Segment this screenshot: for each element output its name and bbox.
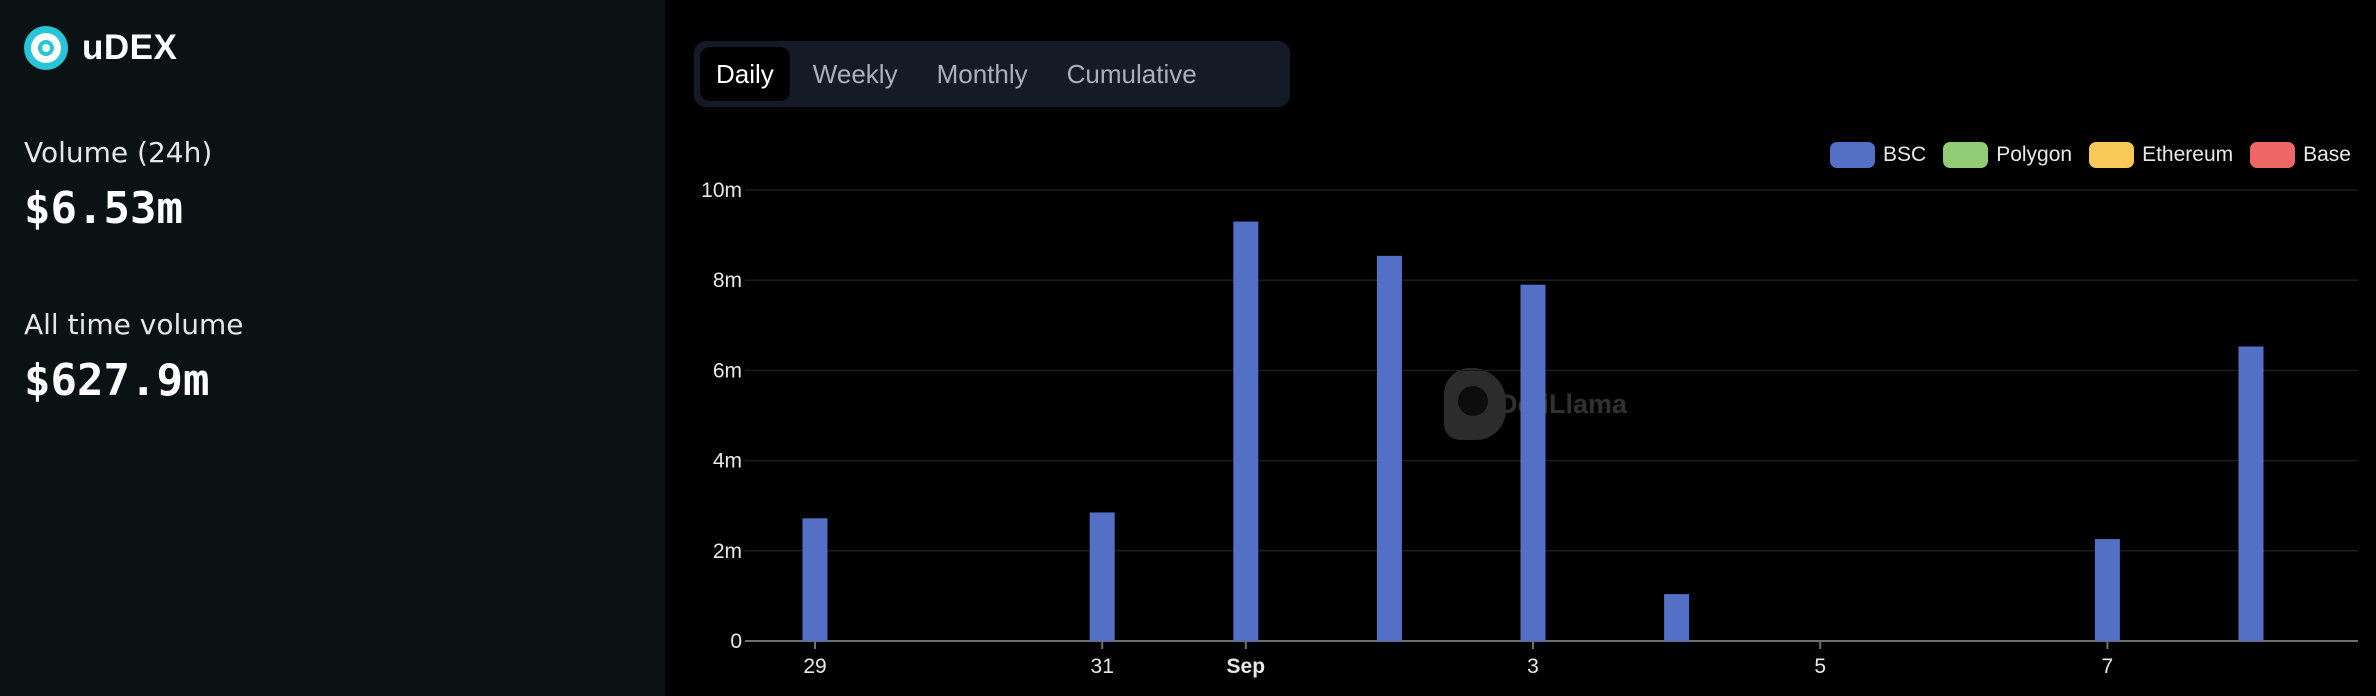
volume-bar-chart: 0 2m 4m 6m 8m 10m 29 31 Sep 3 5 7	[701, 179, 2358, 678]
bar-bsc-5[interactable]	[1520, 284, 1546, 641]
tab-cumulative[interactable]: Cumulative	[1066, 58, 1197, 89]
x-tick-label: 7	[2102, 655, 2114, 678]
legend-label-base: Base	[2303, 143, 2351, 166]
protocol-sidebar: uDEX Volume (24h) $6.53m All time volume…	[0, 0, 665, 696]
legend-swatch-ethereum	[2089, 142, 2135, 168]
bar-bsc-3[interactable]	[1233, 221, 1259, 641]
all-time-volume-label: All time volume	[24, 308, 244, 341]
protocol-header: uDEX	[24, 26, 177, 70]
volume-24h-value: $6.53m	[24, 183, 183, 234]
tab-daily[interactable]: Daily	[700, 47, 790, 101]
bar-bsc-0[interactable]	[802, 518, 828, 641]
protocol-name: uDEX	[82, 28, 178, 67]
legend-item-polygon[interactable]: Polygon	[1943, 142, 2072, 168]
legend-item-bsc[interactable]: BSC	[1830, 142, 1926, 168]
x-tick-label: 5	[1814, 655, 1826, 678]
y-tick-label: 0	[730, 630, 742, 653]
legend-swatch-polygon	[1943, 142, 1989, 168]
chart-panel: Daily Weekly Monthly Cumulative BSC Poly…	[665, 0, 2376, 696]
y-tick-label: 10m	[701, 179, 742, 202]
bar-bsc-2[interactable]	[1089, 512, 1115, 641]
protocol-logo-icon	[24, 26, 68, 70]
legend-swatch-base	[2250, 142, 2296, 168]
volume-24h-label: Volume (24h)	[24, 136, 213, 169]
y-tick-label: 6m	[713, 359, 742, 382]
tab-monthly[interactable]: Monthly	[936, 58, 1028, 89]
legend-swatch-bsc	[1830, 142, 1875, 168]
legend-label-ethereum: Ethereum	[2142, 143, 2234, 166]
tab-weekly[interactable]: Weekly	[812, 58, 898, 89]
bar-bsc-10[interactable]	[2238, 346, 2264, 641]
y-tick-label: 2m	[713, 540, 742, 563]
bar-bsc-6[interactable]	[1664, 594, 1690, 641]
defillama-watermark: DefiLlama	[1444, 368, 1627, 440]
period-tabs: Daily Weekly Monthly Cumulative	[694, 41, 1290, 107]
legend-label-polygon: Polygon	[1996, 143, 2073, 166]
x-tick-label: 3	[1527, 655, 1539, 678]
watermark-text: DefiLlama	[1498, 388, 1628, 419]
x-tick-label: Sep	[1227, 655, 1266, 678]
legend-item-base[interactable]: Base	[2250, 142, 2351, 168]
bar-bsc-4[interactable]	[1376, 255, 1402, 641]
y-tick-label: 8m	[713, 269, 742, 292]
llama-logo-icon	[1444, 368, 1506, 440]
chart-legend: BSC Polygon Ethereum Base	[1813, 142, 2351, 168]
x-tick-label: 31	[1091, 655, 1114, 678]
y-tick-label: 4m	[713, 450, 742, 473]
x-tick-label: 29	[803, 655, 826, 678]
legend-label-bsc: BSC	[1883, 143, 1927, 166]
legend-item-ethereum[interactable]: Ethereum	[2089, 142, 2233, 168]
bar-bsc-9[interactable]	[2094, 539, 2120, 641]
all-time-volume-value: $627.9m	[24, 355, 210, 406]
